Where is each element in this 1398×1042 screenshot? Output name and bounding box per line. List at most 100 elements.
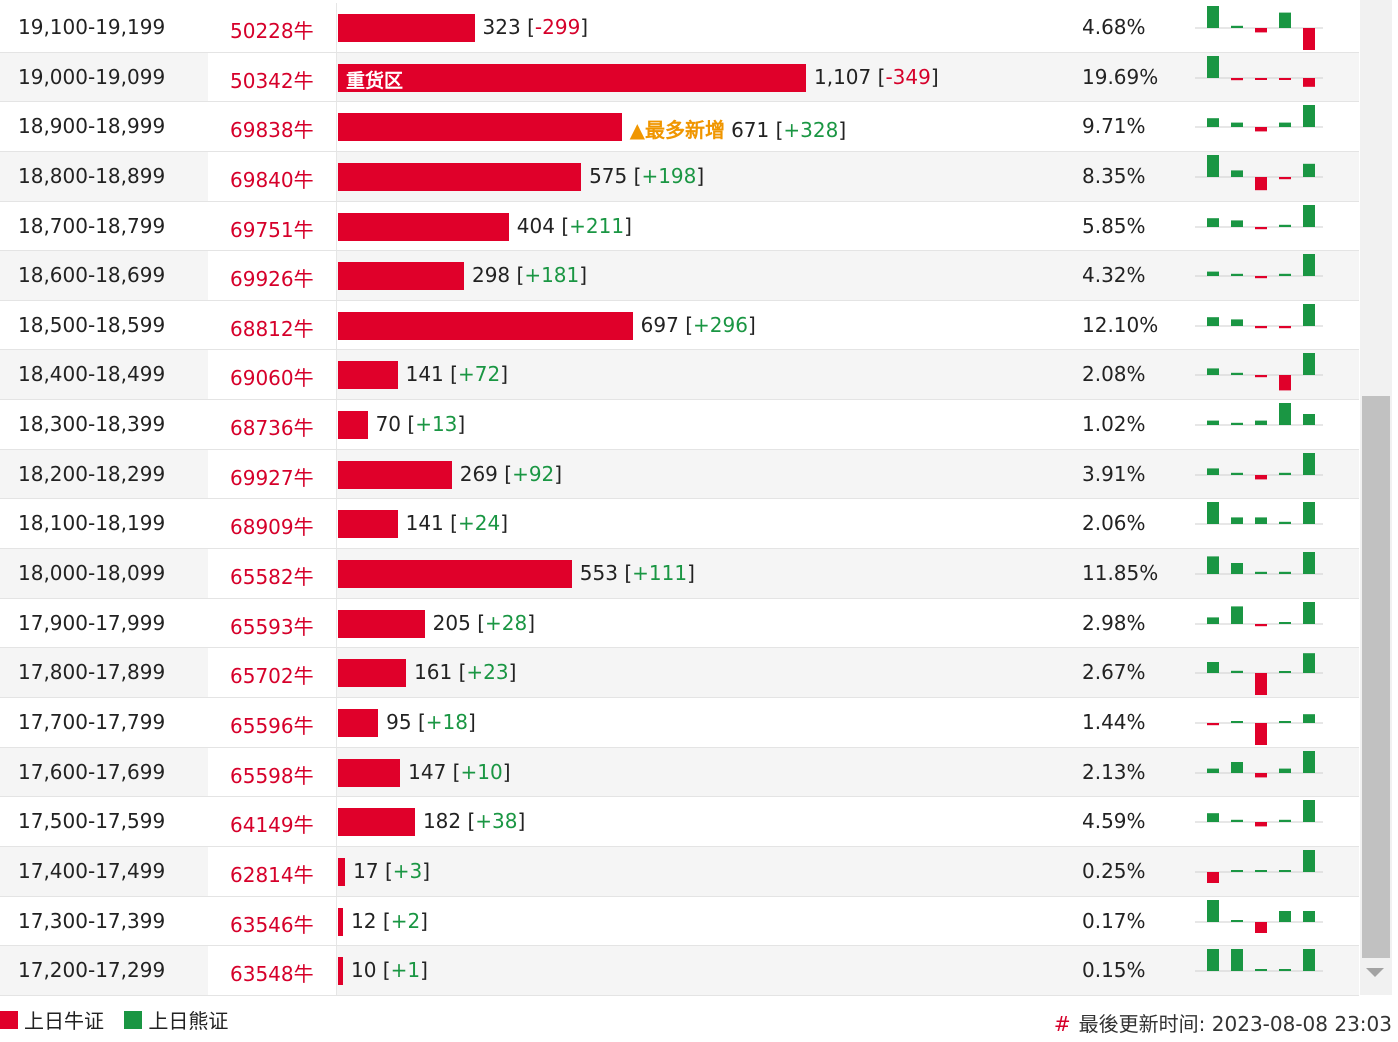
quantity-bar: [338, 262, 464, 291]
table-row[interactable]: 18,800-18,899 69840牛 575 [+198] 8.35%: [0, 151, 1359, 202]
table-row[interactable]: 18,300-18,399 68736牛 70 [+13] 1.02%: [0, 400, 1359, 450]
table-row[interactable]: 17,400-17,499 62814牛 17 [+3] 0.25%: [0, 846, 1359, 897]
price-range: 18,800-18,899: [18, 163, 166, 188]
quantity-value: 141 [+72]: [405, 362, 508, 387]
cbbc-code-link[interactable]: 69751牛: [230, 217, 314, 242]
table-row[interactable]: 18,900-18,999 69838牛 ▲最多新增 671 [+328] 9.71%: [0, 102, 1359, 152]
range-cell: 19,100-19,199: [0, 3, 208, 52]
table-row[interactable]: 18,100-18,199 68909牛 141 [+24] 2.06%: [0, 499, 1359, 550]
sparkline-bar: [1207, 368, 1219, 376]
quantity-number: 10: [351, 958, 377, 983]
table-row[interactable]: 17,500-17,599 64149牛 182 [+38] 4.59%: [0, 797, 1359, 847]
quantity-bar: [338, 113, 622, 142]
trend-sparkline: [1195, 653, 1323, 696]
quantity-bar: [338, 361, 398, 390]
quantity-value: 269 [+92]: [459, 461, 563, 486]
cbbc-code-link[interactable]: 69838牛: [230, 118, 314, 143]
sparkline-bar: [1279, 869, 1291, 872]
sparkline-bar: [1231, 77, 1243, 80]
cbbc-code-link[interactable]: 63546牛: [230, 912, 314, 937]
sparkline-bar: [1207, 468, 1219, 475]
cbbc-code-link[interactable]: 62814牛: [230, 862, 314, 887]
cbbc-code-link[interactable]: 68736牛: [230, 416, 314, 441]
trend-sparkline: [1195, 254, 1323, 279]
range-cell: 17,400-17,499: [0, 847, 208, 896]
table-row[interactable]: 18,500-18,599 68812牛 697 [+296] 12.10%: [0, 300, 1359, 351]
percentage: 4.32%: [1082, 263, 1146, 288]
sparkline-bar: [1255, 673, 1267, 696]
cbbc-code-link[interactable]: 65582牛: [230, 565, 314, 590]
sparkline-bar: [1279, 472, 1291, 475]
cbbc-code-link[interactable]: 50342牛: [230, 68, 314, 93]
sparkline-bar: [1207, 768, 1219, 773]
table-row[interactable]: 17,800-17,899 65702牛 161 [+23] 2.67%: [0, 648, 1359, 698]
table-row[interactable]: 18,600-18,699 69926牛 298 [+181] 4.32%: [0, 251, 1359, 301]
sparkline-bar: [1255, 517, 1267, 525]
code-cell: 65593牛: [208, 598, 337, 648]
scrollbar-thumb[interactable]: [1362, 396, 1390, 958]
table-row[interactable]: 18,000-18,099 65582牛 553 [+111] 11.85%: [0, 549, 1359, 599]
price-range: 17,700-17,799: [18, 709, 166, 734]
sparkline-bar: [1255, 571, 1267, 575]
price-range: 17,300-17,399: [18, 908, 166, 933]
cbbc-code-link[interactable]: 65596牛: [230, 713, 314, 738]
quantity-number: 70: [375, 412, 402, 437]
table-row[interactable]: 18,200-18,299 69927牛 269 [+92] 3.91%: [0, 449, 1359, 500]
range-cell: 17,300-17,399: [0, 897, 208, 946]
cbbc-code-link[interactable]: 69060牛: [230, 366, 314, 391]
sparkline-bar: [1255, 226, 1267, 229]
table-row[interactable]: 17,700-17,799 65596牛 95 [+18] 1.44%: [0, 697, 1359, 748]
table-row[interactable]: 18,400-18,499 69060牛 141 [+72] 2.08%: [0, 350, 1359, 401]
cbbc-code-link[interactable]: 50228牛: [230, 19, 314, 43]
cbbc-code-link[interactable]: 68909牛: [230, 515, 314, 540]
code-cell: 63546牛: [208, 896, 337, 946]
range-cell: 18,200-18,299: [0, 450, 208, 499]
scroll-down-arrow-icon[interactable]: [1366, 968, 1384, 977]
table-row[interactable]: 18,700-18,799 69751牛 404 [+211] 5.85%: [0, 201, 1359, 252]
quantity-number: 1,107: [814, 64, 872, 89]
sparkline-bar: [1207, 217, 1219, 227]
vertical-scrollbar[interactable]: [1360, 0, 1392, 995]
quantity-value: 141 [+24]: [405, 511, 508, 536]
sparkline-bar: [1231, 25, 1243, 28]
sparkline-bar: [1207, 55, 1219, 78]
quantity-change: +38: [475, 809, 518, 834]
quantity-change: +10: [460, 759, 503, 784]
quantity-bar: [338, 758, 401, 787]
table-row[interactable]: 17,900-17,999 65593牛 205 [+28] 2.98%: [0, 598, 1359, 649]
cbbc-code-link[interactable]: 65593牛: [230, 614, 314, 639]
cbbc-code-link[interactable]: 69927牛: [230, 465, 314, 490]
table-row[interactable]: 17,200-17,299 63548牛 10 [+1] 0.15%: [0, 946, 1359, 996]
quantity-number: 323: [482, 15, 521, 39]
code-cell: 69926牛: [208, 251, 337, 300]
quantity-change: +2: [390, 908, 421, 933]
quantity-change: +1: [390, 958, 421, 983]
trend-sparkline: [1195, 949, 1323, 972]
percentage: 0.17%: [1082, 908, 1146, 933]
quantity-number: 141: [405, 511, 444, 536]
table-row[interactable]: 19,000-19,099 50342牛 重货区 1,107 [-349] 19.69%: [0, 52, 1359, 103]
percentage: 4.59%: [1082, 809, 1146, 834]
quantity-change: +92: [512, 461, 555, 486]
sparkline-bar: [1303, 714, 1315, 723]
table-row[interactable]: 17,300-17,399 63546牛 12 [+2] 0.17%: [0, 896, 1359, 947]
trend-sparkline: [1195, 353, 1323, 391]
cbbc-code-link[interactable]: 63548牛: [230, 962, 314, 987]
code-cell: 68736牛: [208, 400, 337, 449]
price-range: 17,500-17,599: [18, 809, 166, 834]
cbbc-code-link[interactable]: 69926牛: [230, 267, 314, 292]
table-row[interactable]: 19,100-19,199 50228牛 323 [-299] 4.68%: [0, 3, 1359, 53]
sparkline-bar: [1279, 571, 1291, 575]
quantity-value: 298 [+181]: [471, 263, 588, 288]
table-row[interactable]: 17,600-17,699 65598牛 147 [+10] 2.13%: [0, 747, 1359, 798]
cbbc-code-link[interactable]: 64149牛: [230, 813, 314, 838]
quantity-change: +24: [457, 511, 501, 536]
legend-bull: 上日牛证: [0, 1005, 104, 1034]
cbbc-code-link[interactable]: 65702牛: [230, 664, 314, 689]
quantity-value: 205 [+28]: [432, 610, 536, 635]
code-cell: 63548牛: [208, 946, 337, 995]
quantity-bar: [338, 212, 509, 241]
cbbc-code-link[interactable]: 65598牛: [230, 763, 314, 788]
cbbc-code-link[interactable]: 69840牛: [230, 167, 314, 192]
cbbc-code-link[interactable]: 68812牛: [230, 316, 314, 341]
